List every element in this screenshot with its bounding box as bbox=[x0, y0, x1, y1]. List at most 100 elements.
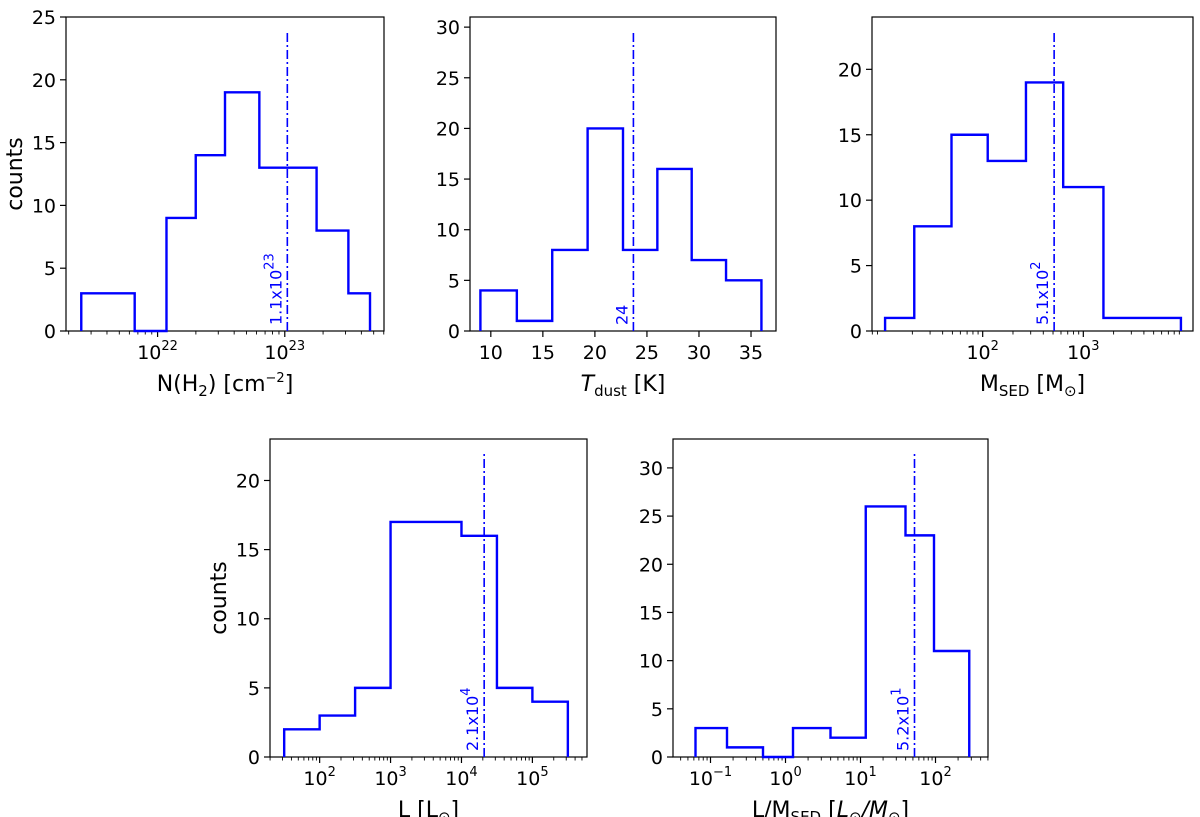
histogram-bin bbox=[1063, 187, 1103, 331]
x-tick-label: 15 bbox=[531, 342, 555, 364]
chart-lm: 0 5 10 15 20 25 30 10−1 100 101 102 5.2x101 L/MSED [… bbox=[639, 438, 989, 817]
x-axis-label: N(H2) [cm−2] bbox=[157, 371, 294, 400]
histogram-bin bbox=[588, 128, 623, 331]
y-tick-label: 25 bbox=[436, 68, 460, 90]
histogram-bin bbox=[726, 280, 761, 331]
histogram-bin bbox=[885, 318, 914, 331]
y-tick-label: 5 bbox=[448, 270, 460, 292]
histogram-bin bbox=[532, 702, 567, 757]
y-tick-label: 20 bbox=[639, 554, 663, 576]
histogram-bin bbox=[166, 218, 195, 331]
histogram-bin bbox=[225, 92, 259, 331]
histogram-bin bbox=[348, 293, 370, 331]
y-tick-label: 0 bbox=[44, 321, 56, 343]
y-tick-label: 15 bbox=[838, 125, 862, 147]
y-tick-label: 15 bbox=[436, 169, 460, 191]
x-tick-label: 103 bbox=[374, 765, 406, 790]
histogram-bin bbox=[914, 226, 951, 331]
y-tick-label: 20 bbox=[436, 118, 460, 140]
histogram-bin bbox=[1103, 318, 1180, 331]
y-axis-label: counts bbox=[3, 137, 28, 211]
median-label: 2.1x104 bbox=[459, 687, 482, 751]
x-tick-label: 104 bbox=[445, 765, 477, 790]
x-tick-label: 100 bbox=[769, 765, 801, 790]
y-tick-label: 20 bbox=[838, 59, 862, 81]
histogram-bin bbox=[355, 688, 390, 757]
median-label: 5.1x102 bbox=[1029, 261, 1052, 325]
histogram-bin bbox=[480, 290, 516, 331]
x-tick-label: 30 bbox=[687, 342, 711, 364]
axes-frame bbox=[469, 16, 777, 332]
y-tick-label: 5 bbox=[651, 699, 663, 721]
histogram-bin bbox=[391, 522, 462, 757]
chart-nh2: 0 5 10 15 20 25 1022 1023 1.1x1023 N(H2) [cm−2] co… bbox=[3, 7, 385, 400]
y-tick-label: 20 bbox=[32, 70, 56, 92]
y-tick-label: 10 bbox=[32, 195, 56, 217]
histogram-bin bbox=[285, 168, 317, 331]
y-tick-label: 0 bbox=[448, 321, 460, 343]
x-tick-label: 102 bbox=[966, 339, 998, 364]
y-tick-label: 20 bbox=[236, 470, 260, 492]
histogram-bin bbox=[284, 729, 319, 757]
x-tick-label: 10−1 bbox=[689, 765, 732, 790]
axes-frame bbox=[269, 438, 588, 758]
histogram-bin bbox=[196, 155, 225, 331]
histogram-bin bbox=[988, 161, 1026, 331]
histogram-bin bbox=[517, 321, 552, 331]
histogram-outline bbox=[883, 81, 1183, 331]
x-tick-label: 20 bbox=[583, 342, 607, 364]
histogram-bin bbox=[497, 688, 532, 757]
histogram-outline bbox=[479, 127, 763, 331]
x-axis-label: L [L⊙] bbox=[398, 798, 459, 817]
y-tick-label: 30 bbox=[436, 17, 460, 39]
y-tick-label: 5 bbox=[248, 678, 260, 700]
histogram-bin bbox=[552, 250, 587, 331]
x-tick-label: 1023 bbox=[264, 339, 305, 364]
median-label: 5.2x101 bbox=[890, 687, 913, 751]
histogram-bin bbox=[793, 728, 831, 757]
chart-msed: 0 5 10 15 20 102 103 5.1x102 MSED [M⊙] bbox=[838, 16, 1194, 400]
histogram-bin bbox=[317, 231, 349, 331]
histogram-bin bbox=[934, 651, 969, 757]
y-tick-label: 15 bbox=[236, 540, 260, 562]
histogram-outline bbox=[80, 91, 372, 333]
histogram-outline bbox=[694, 505, 971, 759]
x-axis-label: L/MSED [L⊙/M⊙] bbox=[752, 798, 909, 817]
histogram-bin bbox=[81, 293, 134, 331]
histogram-bin bbox=[831, 738, 866, 757]
x-tick-label: 1022 bbox=[137, 339, 178, 364]
y-tick-label: 30 bbox=[639, 458, 663, 480]
x-tick-label: 102 bbox=[303, 765, 335, 790]
histogram-outline bbox=[282, 520, 570, 757]
y-tick-label: 10 bbox=[838, 190, 862, 212]
x-tick-label: 105 bbox=[516, 765, 548, 790]
y-axis-label: counts bbox=[207, 561, 232, 635]
histogram-bin bbox=[657, 169, 691, 331]
y-tick-label: 25 bbox=[639, 506, 663, 528]
y-tick-label: 0 bbox=[651, 747, 663, 769]
x-tick-label: 101 bbox=[844, 765, 876, 790]
x-tick-label: 10 bbox=[479, 342, 503, 364]
histogram-bin bbox=[951, 135, 987, 331]
y-tick-label: 10 bbox=[436, 220, 460, 242]
histogram-bin bbox=[692, 260, 726, 331]
x-axis-label: Tdust [K] bbox=[581, 372, 666, 400]
chart-lum: 0 5 10 15 20 102 103 104 105 2.1x104 L [L⊙] counts bbox=[207, 438, 588, 817]
x-tick-label: 25 bbox=[635, 342, 659, 364]
y-tick-label: 25 bbox=[32, 7, 56, 29]
chart-tdust: 0 5 10 15 20 25 30 10 15 20 25 30 35 24 Tdust [K] bbox=[436, 16, 777, 400]
x-tick-label: 103 bbox=[1067, 339, 1099, 364]
histogram-bin bbox=[727, 747, 763, 757]
median-label: 1.1x1023 bbox=[262, 253, 285, 325]
y-tick-label: 0 bbox=[850, 321, 862, 343]
histogram-bin bbox=[320, 716, 355, 757]
x-axis-label: MSED [M⊙] bbox=[980, 372, 1085, 400]
y-tick-label: 15 bbox=[639, 602, 663, 624]
y-tick-label: 15 bbox=[32, 133, 56, 155]
y-tick-label: 10 bbox=[236, 609, 260, 631]
axes-frame bbox=[65, 16, 385, 332]
axes-frame bbox=[871, 16, 1194, 332]
median-label: 24 bbox=[612, 305, 631, 325]
y-tick-label: 5 bbox=[44, 258, 56, 280]
